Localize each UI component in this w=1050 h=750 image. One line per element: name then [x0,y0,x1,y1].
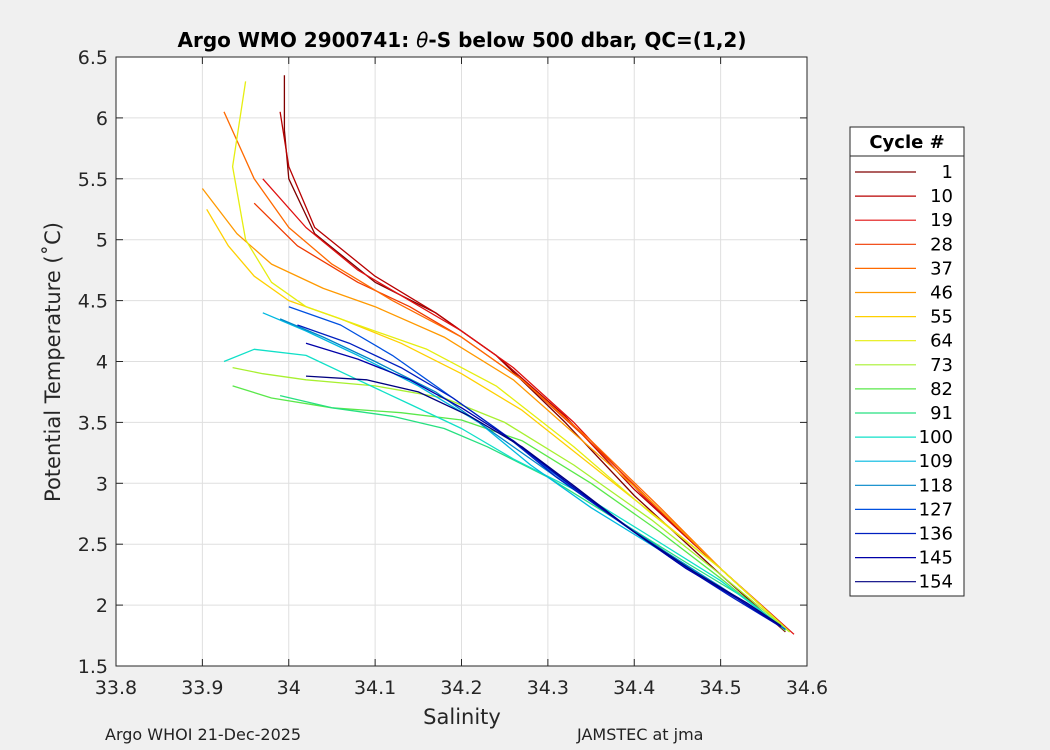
legend-label-109: 109 [919,451,953,472]
series-line-cycle-73 [232,366,791,633]
y-axis-label: Potential Temperature (˚C) [41,222,65,502]
legend-label-118: 118 [919,475,953,496]
legend-label-136: 136 [919,524,953,545]
x-axis-label: Salinity [423,705,501,729]
series-line-cycle-46 [201,188,791,633]
legend-label-154: 154 [919,572,953,593]
x-tick-label: 34.6 [786,677,828,699]
y-tick-label: 1.5 [78,656,108,678]
x-tick-label: 34.1 [354,677,396,699]
y-tick-label: 4 [96,352,108,374]
legend-label-46: 46 [930,283,953,304]
legend-title: Cycle # [869,132,944,153]
x-tick-label: 34.2 [440,677,482,699]
legend-box [849,126,965,597]
y-tick-label: 5.5 [78,169,108,191]
legend-label-10: 10 [930,186,953,207]
legend-label-37: 37 [930,258,953,279]
series-line-cycle-82 [232,385,786,632]
y-tick-label: 2.5 [78,534,108,556]
y-tick-label: 5 [96,230,108,252]
series-line-cycle-37 [223,111,791,633]
series-line-cycle-145 [305,342,782,628]
series-line-cycle-100 [223,348,786,631]
x-tick-label: 34.5 [699,677,741,699]
legend-label-127: 127 [919,499,953,520]
legend-label-82: 82 [930,379,953,400]
y-tick-label: 3 [96,473,108,495]
x-tick-label: 34.4 [613,677,655,699]
legend-label-19: 19 [930,210,953,231]
series-line-cycle-19 [262,178,795,635]
y-tick-label: 6.5 [78,47,108,69]
x-tick-label: 33.9 [181,677,223,699]
y-tick-label: 3.5 [78,412,108,434]
title-theta: θ [416,28,428,52]
y-tick-label: 4.5 [78,291,108,313]
footer-right-text: JAMSTEC at jma [577,725,704,744]
x-tick-label: 34 [277,677,301,699]
series-line-cycle-91 [279,394,786,631]
legend-label-55: 55 [930,307,953,328]
y-tick-label: 2 [96,595,108,617]
series-line-cycle-118 [279,318,786,631]
legend-label-28: 28 [930,234,953,255]
legend-label-1: 1 [942,162,953,183]
legend-label-91: 91 [930,403,953,424]
series-line-cycle-109 [262,312,786,631]
series-line-cycle-154 [305,375,782,627]
series-line-cycle-64 [231,81,791,633]
legend-entries: 1 10 19 28 37 46 55 64 73 82 91 100 109 118 127 136 145 1… [855,162,953,593]
x-tick-label: 33.8 [95,677,137,699]
title-part-1: Argo WMO 2900741: [178,28,417,52]
series-layer [201,75,795,635]
legend-label-64: 64 [930,331,953,352]
legend-label-73: 73 [930,355,953,376]
y-tick-label: 6 [96,108,108,130]
ticks: 33.8 33.9 34 34.1 34.2 34.3 34.4 34.5 34.61.522.… [78,47,828,699]
chart-title: Argo WMO 2900741: θ-S below 500 dbar, QC… [178,28,747,52]
legend-label-100: 100 [919,427,953,448]
legend: Cycle # 1 10 19 28 37 46 55 64 73 82 91 100 109 118 12… [849,126,965,597]
x-tick-label: 34.3 [527,677,569,699]
footer-left-text: Argo WHOI 21-Dec-2025 [105,725,302,744]
title-part-2: -S below 500 dbar, QC=(1,2) [428,28,746,52]
legend-label-145: 145 [919,548,953,569]
